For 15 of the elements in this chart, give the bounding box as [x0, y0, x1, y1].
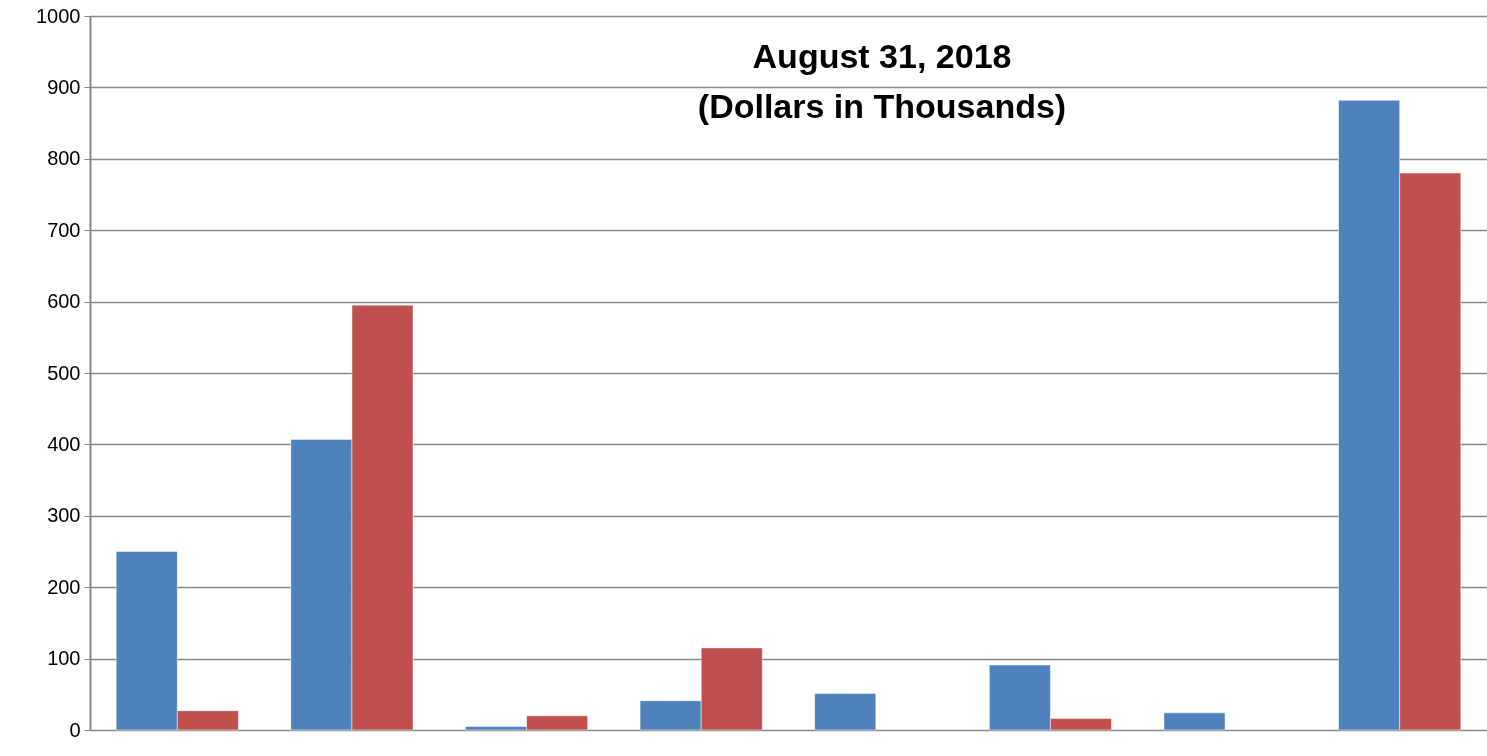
y-tick-label: 100	[47, 647, 81, 670]
y-tick-label: 600	[47, 290, 81, 313]
text: (Dollars in Thousands)	[697, 87, 1067, 125]
y-tick-label: 200	[47, 575, 81, 598]
y-tick-label: 700	[47, 218, 81, 241]
y-tick-label: 0	[69, 718, 81, 741]
bar	[814, 693, 877, 731]
y-tick-label: 300	[47, 504, 81, 527]
y-tick-label: 900	[47, 75, 81, 98]
y-tick-label: 1000	[36, 4, 81, 27]
text: August 31, 2018	[752, 37, 1012, 75]
y-tick-label: 800	[47, 147, 81, 170]
y-tick-label: 500	[47, 361, 81, 384]
bar	[1163, 712, 1226, 731]
y-tick-label: 400	[47, 432, 81, 455]
